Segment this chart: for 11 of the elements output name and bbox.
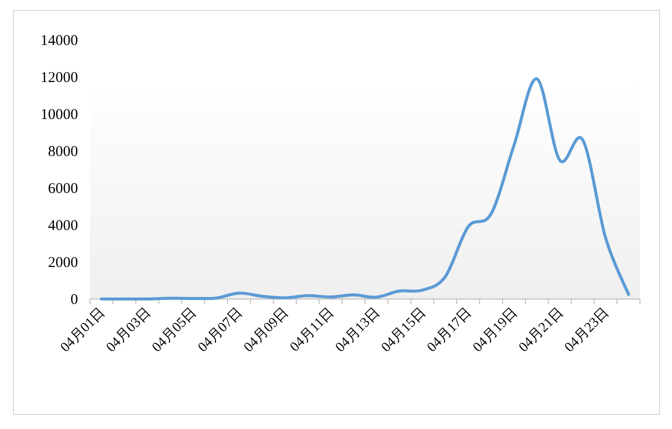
y-tick-label: 8000	[48, 144, 78, 160]
y-tick-label: 4000	[48, 218, 78, 234]
x-tick-label: 04月05日	[150, 305, 200, 356]
y-tick-label: 14000	[40, 33, 78, 49]
y-tick-label: 10000	[40, 107, 78, 123]
x-tick-label: 04月17日	[424, 305, 475, 356]
y-tick-label: 12000	[40, 70, 78, 86]
y-tick-label: 2000	[48, 255, 78, 271]
y-tick-label: 6000	[48, 181, 78, 197]
x-tick-label: 04月23日	[562, 305, 612, 356]
y-tick-label: 0	[70, 292, 78, 308]
